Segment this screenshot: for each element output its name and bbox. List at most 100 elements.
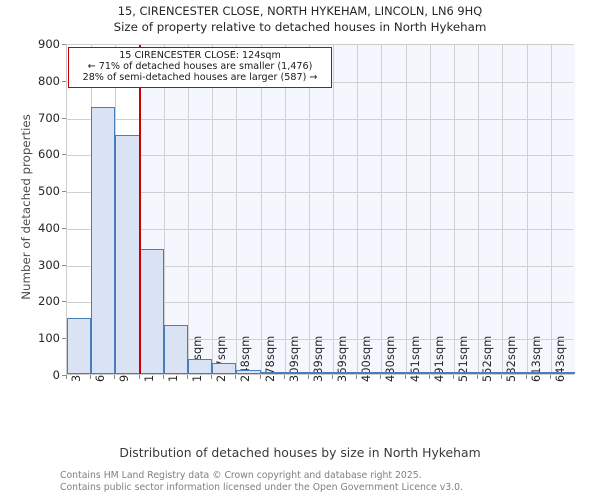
y-axis-tick-label: 200 xyxy=(38,294,60,309)
x-axis-tick-label: 309sqm xyxy=(287,335,301,382)
x-axis-tick-mark xyxy=(211,375,213,379)
x-axis-tick-mark xyxy=(90,375,92,379)
x-axis-tick-label: 582sqm xyxy=(505,335,519,382)
x-axis-tick-mark xyxy=(356,375,358,379)
gridline-vertical xyxy=(550,45,552,374)
x-axis-tick-label: 491sqm xyxy=(432,335,446,382)
x-axis-tick-mark xyxy=(138,375,140,379)
x-axis-tick-mark xyxy=(66,375,67,379)
x-axis-tick-label: 278sqm xyxy=(263,335,277,382)
x-axis-tick-label: 339sqm xyxy=(311,335,325,382)
footer-line-licence: Contains public sector information licen… xyxy=(60,481,463,493)
y-axis-tick-label: 600 xyxy=(38,147,60,162)
x-axis-tick-mark xyxy=(186,375,188,379)
x-axis-tick-mark xyxy=(332,375,334,379)
plot-area xyxy=(66,44,575,375)
property-annotation-box: 15 CIRENCESTER CLOSE: 124sqm ← 71% of de… xyxy=(68,47,332,88)
x-axis-tick-mark xyxy=(501,375,503,379)
y-axis-tick-label: 500 xyxy=(38,184,60,199)
histogram-bar xyxy=(67,318,92,374)
annotation-line-smaller: ← 71% of detached houses are smaller (1,… xyxy=(87,61,313,73)
footer-line-copyright: Contains HM Land Registry data © Crown c… xyxy=(60,470,422,481)
histogram-bar xyxy=(115,134,140,374)
histogram-bar xyxy=(212,363,237,374)
gridline-horizontal xyxy=(67,192,573,194)
histogram-bar xyxy=(478,372,503,374)
gridline-vertical xyxy=(454,45,456,374)
x-axis-tick-mark xyxy=(162,375,164,379)
histogram-bar xyxy=(308,372,334,374)
y-axis-tick-label: 400 xyxy=(38,220,60,235)
y-axis-tick-mark xyxy=(62,154,66,156)
x-axis-tick-label: 430sqm xyxy=(384,335,398,382)
y-axis-tick-label: 700 xyxy=(38,110,60,125)
x-axis-tick-mark xyxy=(525,375,527,379)
histogram-bar xyxy=(260,372,285,374)
gridline-vertical xyxy=(502,45,504,374)
gridline-vertical xyxy=(381,45,383,374)
y-axis-tick-mark xyxy=(62,264,66,266)
gridline-vertical xyxy=(333,45,335,374)
gridline-vertical xyxy=(163,45,165,374)
x-axis-tick-mark xyxy=(428,375,430,379)
x-axis-tick-mark xyxy=(549,375,551,379)
histogram-bar xyxy=(526,372,551,374)
gridline-horizontal xyxy=(67,155,573,157)
x-axis-tick-label: 369sqm xyxy=(336,335,350,382)
gridline-horizontal xyxy=(67,302,573,304)
y-axis-label: Number of detached properties xyxy=(19,114,33,300)
y-axis-tick-mark xyxy=(62,117,66,119)
x-axis-tick-mark xyxy=(283,375,285,379)
y-axis-ticks: 0 100 200 300 400 500 600 700 800 900 xyxy=(0,38,60,381)
gridline-horizontal xyxy=(67,339,573,341)
gridline-vertical xyxy=(236,45,238,374)
gridline-vertical xyxy=(187,45,189,374)
x-axis-tick-label: 217sqm xyxy=(215,335,229,382)
x-axis-tick-label: 643sqm xyxy=(553,335,567,382)
histogram-bar xyxy=(381,372,406,374)
histogram-bar xyxy=(357,372,382,374)
y-axis-tick-label: 900 xyxy=(38,37,60,51)
x-axis-tick-label: 613sqm xyxy=(529,335,543,382)
y-axis-tick-label: 100 xyxy=(38,331,60,346)
histogram-bar xyxy=(405,372,430,374)
annotation-line-property: 15 CIRENCESTER CLOSE: 124sqm xyxy=(119,50,281,61)
y-axis-tick-mark xyxy=(62,191,66,193)
gridline-vertical xyxy=(260,45,262,374)
histogram-bar xyxy=(236,369,261,374)
histogram-bar xyxy=(454,372,479,374)
chart-footer: Contains HM Land Registry data © Crown c… xyxy=(60,470,580,493)
y-axis-tick-label: 0 xyxy=(52,368,60,382)
x-axis-tick-mark xyxy=(404,375,406,379)
annotation-line-larger: 28% of semi-detached houses are larger (… xyxy=(82,72,318,84)
property-marker-line xyxy=(138,45,141,374)
gridline-horizontal xyxy=(67,118,573,120)
y-axis-tick-mark xyxy=(62,375,66,376)
x-axis-tick-mark xyxy=(114,375,116,379)
gridline-vertical xyxy=(212,45,214,374)
histogram-bar xyxy=(284,372,309,374)
gridline-vertical xyxy=(308,45,310,374)
x-axis-tick-label: 248sqm xyxy=(239,335,253,382)
y-axis-tick-label: 300 xyxy=(38,257,60,272)
histogram-bar xyxy=(550,372,575,374)
x-axis-tick-label: 552sqm xyxy=(481,335,495,382)
chart-title-primary: 15, CIRENCESTER CLOSE, NORTH HYKEHAM, LI… xyxy=(117,4,483,18)
gridline-horizontal xyxy=(67,265,573,267)
x-axis-tick-label: 461sqm xyxy=(408,335,422,382)
x-axis-label: Distribution of detached houses by size … xyxy=(119,445,481,460)
x-axis-tick-mark xyxy=(259,375,261,379)
x-axis-tick-mark xyxy=(380,375,382,379)
x-axis-tick-mark xyxy=(235,375,237,379)
histogram-bar xyxy=(187,358,213,374)
chart-title-secondary: Size of property relative to detached ho… xyxy=(113,20,487,34)
x-axis-tick-label: 400sqm xyxy=(360,335,374,382)
y-axis-tick-label: 800 xyxy=(38,73,60,88)
histogram-bar xyxy=(91,106,116,374)
x-axis-tick-label: 521sqm xyxy=(457,335,471,382)
histogram-bar xyxy=(429,372,455,374)
gridline-vertical xyxy=(429,45,431,374)
chart-title-block: 15, CIRENCESTER CLOSE, NORTH HYKEHAM, LI… xyxy=(0,4,600,35)
gridline-horizontal xyxy=(67,228,573,230)
